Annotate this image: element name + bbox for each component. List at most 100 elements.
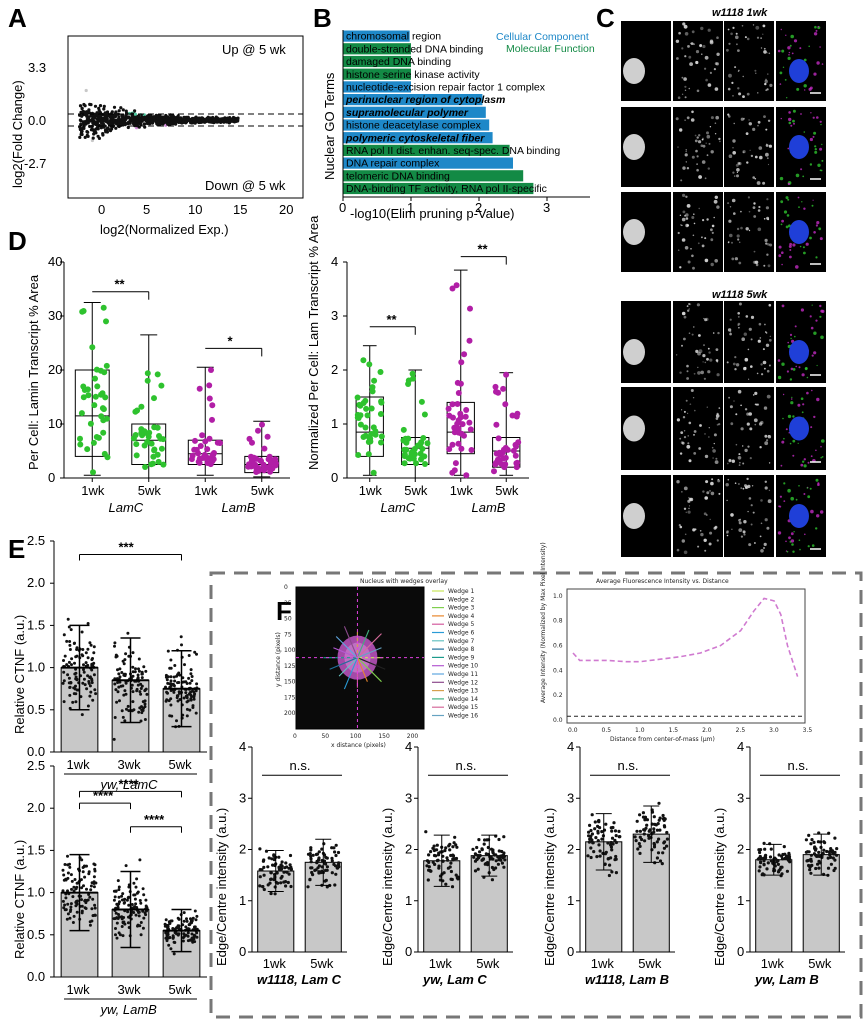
- puncta: [684, 55, 687, 58]
- puncta: [764, 441, 769, 446]
- data-point: [133, 670, 137, 674]
- data-point: [164, 918, 168, 922]
- data-point: [652, 843, 657, 847]
- data-point: [663, 817, 667, 821]
- legend-label: Wedge 10: [448, 663, 478, 670]
- data-point: [598, 849, 602, 853]
- data-point: [103, 362, 110, 369]
- data-point: [137, 914, 141, 918]
- puncta: [763, 115, 766, 118]
- puncta: [767, 499, 772, 504]
- xtick-a-3: 10: [188, 202, 202, 217]
- puncta: [679, 371, 682, 374]
- merge-puncta: [777, 359, 781, 362]
- merge-puncta: [812, 199, 814, 201]
- data-point: [89, 690, 93, 694]
- data-point: [253, 464, 260, 471]
- ma-point: [108, 115, 112, 119]
- data-point: [614, 840, 619, 845]
- puncta: [714, 195, 718, 199]
- data-point: [85, 687, 89, 691]
- go-bar: [343, 106, 486, 118]
- merge-puncta: [816, 397, 820, 402]
- ma-point: [80, 107, 84, 111]
- ma-point: [208, 119, 212, 123]
- puncta: [752, 206, 756, 210]
- data-point: [168, 666, 172, 670]
- puncta: [729, 405, 733, 409]
- data-point: [496, 855, 500, 859]
- puncta: [718, 407, 721, 409]
- puncta: [689, 403, 692, 406]
- data-point: [772, 861, 776, 865]
- data-point: [83, 683, 87, 687]
- data-point: [166, 691, 169, 695]
- data-point: [130, 903, 134, 906]
- puncta: [709, 126, 712, 128]
- puncta: [688, 421, 692, 425]
- data-point: [320, 869, 324, 873]
- data-point: [261, 885, 265, 889]
- puncta: [741, 337, 745, 342]
- puncta: [737, 483, 740, 485]
- puncta: [737, 316, 740, 318]
- data-point: [165, 925, 169, 929]
- puncta: [766, 526, 770, 530]
- data-point: [425, 859, 430, 863]
- puncta: [692, 234, 695, 237]
- merge-puncta: [803, 131, 806, 133]
- data-point: [88, 675, 92, 679]
- puncta: [712, 457, 714, 459]
- go-term-label: telomeric DNA binding: [346, 170, 450, 182]
- xtick-label: 5wk: [251, 483, 275, 498]
- data-point: [193, 940, 197, 944]
- data-point: [334, 843, 338, 847]
- data-point: [69, 873, 73, 877]
- data-point: [455, 440, 462, 447]
- ma-point: [87, 118, 92, 122]
- data-point: [658, 859, 663, 863]
- data-point: [446, 858, 450, 862]
- puncta: [715, 115, 719, 120]
- micrograph-tile: [724, 387, 774, 470]
- go-bar: [343, 68, 411, 80]
- data-point: [185, 700, 189, 704]
- puncta: [711, 478, 714, 481]
- data-point: [590, 832, 595, 836]
- data-point: [197, 443, 204, 449]
- data-point: [74, 655, 78, 659]
- data-point: [78, 410, 85, 417]
- puncta: [690, 42, 694, 45]
- puncta: [754, 69, 757, 72]
- puncta: [726, 534, 729, 537]
- data-point: [372, 431, 379, 438]
- data-point: [114, 653, 118, 657]
- puncta: [716, 205, 720, 209]
- xtick-label: 5wk: [169, 982, 193, 997]
- data-point: [184, 925, 188, 929]
- data-point: [117, 885, 121, 889]
- puncta: [706, 218, 709, 221]
- data-point: [131, 674, 135, 678]
- data-point: [133, 897, 137, 901]
- puncta: [743, 520, 747, 524]
- data-point: [255, 427, 261, 434]
- data-point: [613, 829, 618, 833]
- merge-puncta: [788, 111, 791, 114]
- xtick-label: 5wk: [808, 956, 832, 971]
- data-point: [501, 853, 506, 857]
- merge-puncta: [777, 531, 782, 535]
- puncta: [691, 333, 694, 336]
- data-point: [360, 357, 367, 364]
- legend-label: Wedge 2: [448, 596, 474, 603]
- merge-puncta: [813, 331, 817, 335]
- puncta: [729, 332, 732, 336]
- puncta: [703, 344, 705, 347]
- down-label: Down @ 5 wk: [205, 178, 286, 193]
- puncta: [719, 140, 721, 143]
- puncta: [698, 140, 702, 144]
- group-subtitle: yw, LamB: [100, 1002, 158, 1017]
- data-point: [113, 641, 117, 645]
- data-point: [418, 398, 425, 405]
